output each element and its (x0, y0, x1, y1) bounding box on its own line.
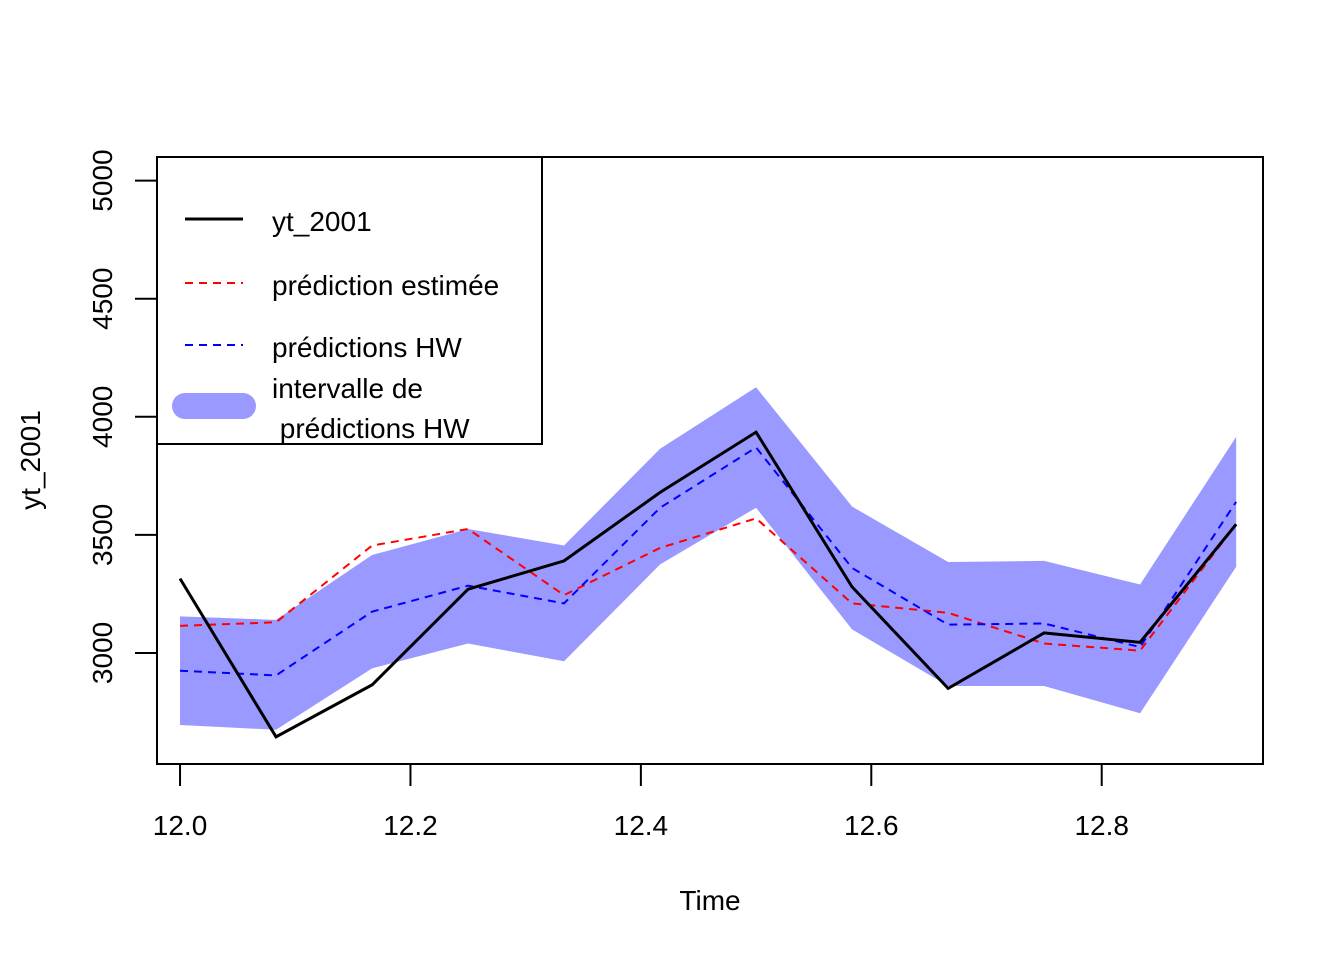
x-axis-label: Time (679, 885, 740, 916)
y-axis: 3000 3500 4000 4500 5000 (87, 149, 158, 684)
x-tick-label: 12.6 (844, 810, 899, 841)
x-axis: 12.0 12.2 12.4 12.6 12.8 (153, 763, 1129, 841)
legend-label-interval-line2: prédictions HW (272, 413, 470, 444)
series-line-prediction-estimee (180, 517, 1237, 652)
y-tick-label: 3000 (87, 622, 118, 684)
prediction-interval-band-layer (180, 387, 1237, 730)
x-tick-label: 12.0 (153, 810, 208, 841)
y-tick-label: 3500 (87, 504, 118, 566)
x-tick-label: 12.8 (1074, 810, 1129, 841)
series-layer (178, 430, 1238, 739)
x-tick-label: 12.2 (383, 810, 438, 841)
x-tick-label: 12.4 (614, 810, 669, 841)
y-axis-label: yt_2001 (15, 410, 46, 510)
y-tick-label: 4000 (87, 386, 118, 448)
legend-label-interval-line1: intervalle de (272, 373, 423, 404)
legend-label-yt_2001: yt_2001 (272, 206, 372, 237)
y-tick-label: 5000 (87, 149, 118, 211)
legend-label-prediction-estimee: prédiction estimée (272, 270, 499, 301)
y-tick-label: 4500 (87, 268, 118, 330)
legend-label-predictions-hw: prédictions HW (272, 332, 462, 363)
prediction-interval-band (180, 387, 1237, 730)
series-line-yt-2001 (178, 430, 1238, 739)
legend: yt_2001 prédiction estimée prédictions H… (156, 156, 543, 445)
